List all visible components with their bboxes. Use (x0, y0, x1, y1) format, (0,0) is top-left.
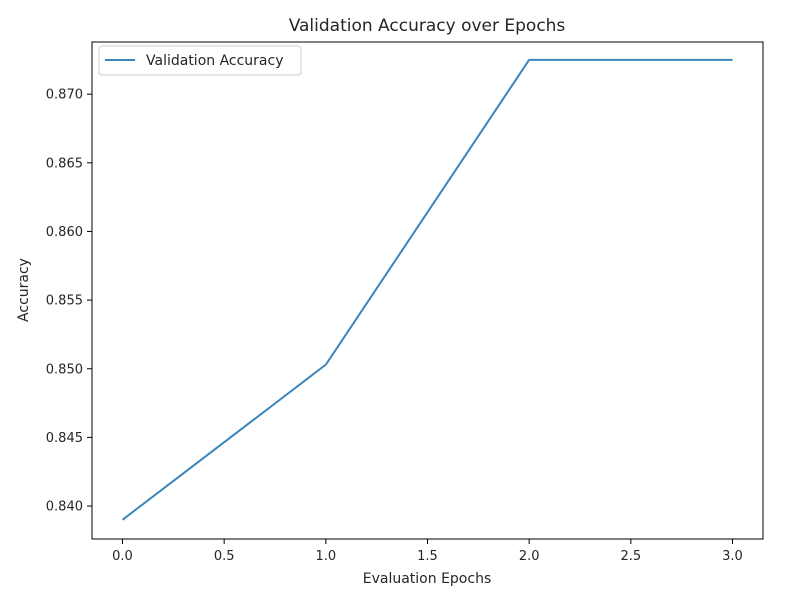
legend: Validation Accuracy (98, 45, 302, 76)
y-axis-label: Accuracy (16, 258, 32, 322)
series-line (121, 58, 733, 521)
x-tick-label: 2.0 (519, 549, 540, 564)
y-axis-ticks: 0.840 0.845 0.850 0.855 0.860 0.865 0.870 (46, 88, 92, 515)
y-tick-label: 0.860 (46, 225, 83, 240)
x-tick-label: 1.0 (315, 549, 336, 564)
legend-label: Validation Accuracy (146, 53, 284, 69)
y-tick-label: 0.855 (46, 294, 83, 309)
x-tick-label: 0.5 (214, 549, 235, 564)
series-layer (121, 58, 733, 521)
y-tick-label: 0.865 (46, 156, 83, 171)
chart-title: Validation Accuracy over Epochs (289, 16, 566, 36)
x-tick-label: 0.0 (112, 549, 133, 564)
x-tick-label: 1.5 (417, 549, 438, 564)
y-tick-label: 0.870 (46, 88, 83, 103)
x-axis-label: Evaluation Epochs (363, 571, 491, 587)
plot-area (91, 41, 764, 540)
y-tick-label: 0.845 (46, 431, 83, 446)
x-tick-label: 2.5 (620, 549, 641, 564)
y-tick-label: 0.840 (46, 500, 83, 515)
x-tick-label: 3.0 (722, 549, 743, 564)
y-tick-label: 0.850 (46, 362, 83, 377)
legend-box (98, 45, 302, 76)
x-axis-ticks: 0.0 0.5 1.0 1.5 2.0 2.5 3.0 (112, 539, 743, 564)
